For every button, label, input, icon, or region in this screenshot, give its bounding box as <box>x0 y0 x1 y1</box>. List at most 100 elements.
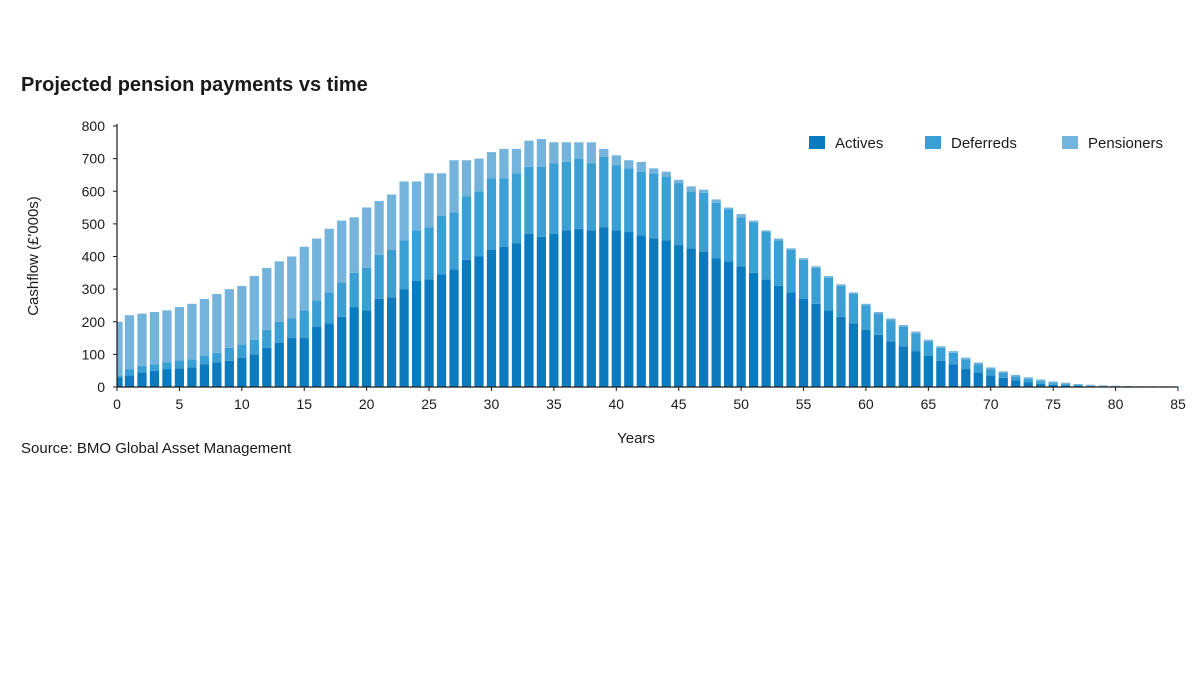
bar-pensioners-60 <box>861 303 871 306</box>
bar-pensioners-11 <box>249 276 259 340</box>
bar-deferreds-31 <box>499 178 509 247</box>
bar-actives-13 <box>274 342 284 387</box>
bar-pensioners-68 <box>961 357 971 360</box>
bar-actives-5 <box>174 368 185 387</box>
x-tick-label: 50 <box>733 396 749 412</box>
bar-pensioners-35 <box>549 142 559 164</box>
bar-deferreds-22 <box>386 249 397 298</box>
bar-deferreds-33 <box>524 166 534 234</box>
x-tick-label: 55 <box>796 396 812 412</box>
bar-pensioners-55 <box>798 258 809 260</box>
bar-pensioners-16 <box>312 238 322 301</box>
bar-deferreds-35 <box>549 163 559 234</box>
bar-pensioners-5 <box>174 307 185 361</box>
bar-actives-56 <box>811 303 821 387</box>
bar-deferreds-14 <box>287 318 297 339</box>
bar-actives-76 <box>1061 385 1071 387</box>
bar-deferreds-27 <box>449 212 459 270</box>
x-tick-label: 85 <box>1170 396 1186 412</box>
bar-actives-53 <box>773 285 784 387</box>
bar-pensioners-18 <box>337 220 347 283</box>
bar-deferreds-20 <box>362 267 372 311</box>
bar-deferreds-26 <box>436 215 447 275</box>
bar-pensioners-67 <box>948 351 958 353</box>
bar-pensioners-41 <box>624 160 634 169</box>
bar-pensioners-33 <box>524 140 534 167</box>
bar-deferreds-42 <box>636 171 646 236</box>
bar-actives-34 <box>536 236 547 387</box>
bar-actives-57 <box>823 310 834 387</box>
bar-pensioners-38 <box>586 142 596 164</box>
bar-pensioners-19 <box>349 217 359 273</box>
bar-deferreds-74 <box>1036 381 1046 384</box>
x-tick-label: 60 <box>858 396 874 412</box>
x-tick-label: 65 <box>921 396 937 412</box>
bar-actives-35 <box>549 233 559 387</box>
bar-deferreds-34 <box>536 166 547 237</box>
bar-pensioners-37 <box>574 142 584 159</box>
bar-deferreds-57 <box>823 277 834 311</box>
bar-pensioners-74 <box>1036 379 1046 382</box>
bar-pensioners-17 <box>324 228 334 293</box>
bar-pensioners-34 <box>536 139 547 167</box>
bar-actives-29 <box>474 256 484 387</box>
bar-deferreds-32 <box>511 173 522 244</box>
bar-pensioners-39 <box>599 148 609 157</box>
bar-actives-48 <box>711 258 721 387</box>
bar-actives-7 <box>199 364 209 387</box>
source-note: Source: BMO Global Asset Management <box>21 440 292 457</box>
bar-deferreds-44 <box>661 176 671 241</box>
bar-actives-11 <box>249 354 259 388</box>
bar-pensioners-43 <box>649 168 659 174</box>
bar-pensioners-51 <box>748 220 759 223</box>
bar-actives-66 <box>936 360 946 387</box>
bar-pensioners-3 <box>149 311 160 365</box>
bar-actives-36 <box>561 230 571 387</box>
bar-pensioners-28 <box>461 160 472 197</box>
bar-actives-28 <box>461 259 472 387</box>
bar-deferreds-63 <box>898 326 909 347</box>
bar-pensioners-21 <box>374 201 384 255</box>
legend-swatch-deferreds <box>925 136 941 149</box>
bar-deferreds-62 <box>886 320 896 342</box>
legend-label-pensioners: Pensioners <box>1088 135 1163 152</box>
bar-pensioners-58 <box>836 284 846 286</box>
bar-actives-27 <box>449 269 459 387</box>
bar-actives-46 <box>686 248 696 387</box>
bar-pensioners-75 <box>1048 381 1058 384</box>
bar-pensioners-12 <box>262 267 272 330</box>
bar-deferreds-29 <box>474 191 484 257</box>
legend: Actives Deferreds Pensioners <box>809 135 1163 152</box>
bar-actives-51 <box>748 272 759 387</box>
y-tick-label: 300 <box>82 281 106 297</box>
bar-pensioners-9 <box>224 289 234 348</box>
y-tick-label: 400 <box>82 249 106 265</box>
bar-actives-75 <box>1048 384 1058 387</box>
chart-title: Projected pension payments vs time <box>21 74 368 96</box>
bar-pensioners-65 <box>923 339 933 342</box>
bar-pensioners-45 <box>674 179 684 184</box>
bar-actives-42 <box>636 235 646 387</box>
bar-actives-55 <box>798 298 809 387</box>
bar-deferreds-40 <box>611 165 621 231</box>
bar-pensioners-42 <box>636 161 646 172</box>
bar-pensioners-80 <box>1110 385 1121 387</box>
bar-pensioners-31 <box>499 148 509 179</box>
bar-deferreds-2 <box>137 365 147 373</box>
bar-actives-15 <box>299 338 309 387</box>
bar-pensioners-50 <box>736 214 746 218</box>
bar-pensioners-79 <box>1098 385 1108 387</box>
bar-deferreds-72 <box>1011 376 1021 381</box>
bar-actives-68 <box>961 369 971 387</box>
bar-actives-25 <box>424 279 434 387</box>
bar-actives-60 <box>861 329 871 387</box>
y-tick-label: 0 <box>97 379 105 395</box>
y-axis-label: Cashflow (£'000s) <box>25 196 42 316</box>
bar-deferreds-41 <box>624 168 634 233</box>
bar-actives-73 <box>1023 382 1033 387</box>
bar-pensioners-4 <box>162 310 172 363</box>
bar-deferreds-73 <box>1023 378 1033 383</box>
bar-actives-44 <box>661 240 671 387</box>
bar-deferreds-9 <box>224 347 234 361</box>
